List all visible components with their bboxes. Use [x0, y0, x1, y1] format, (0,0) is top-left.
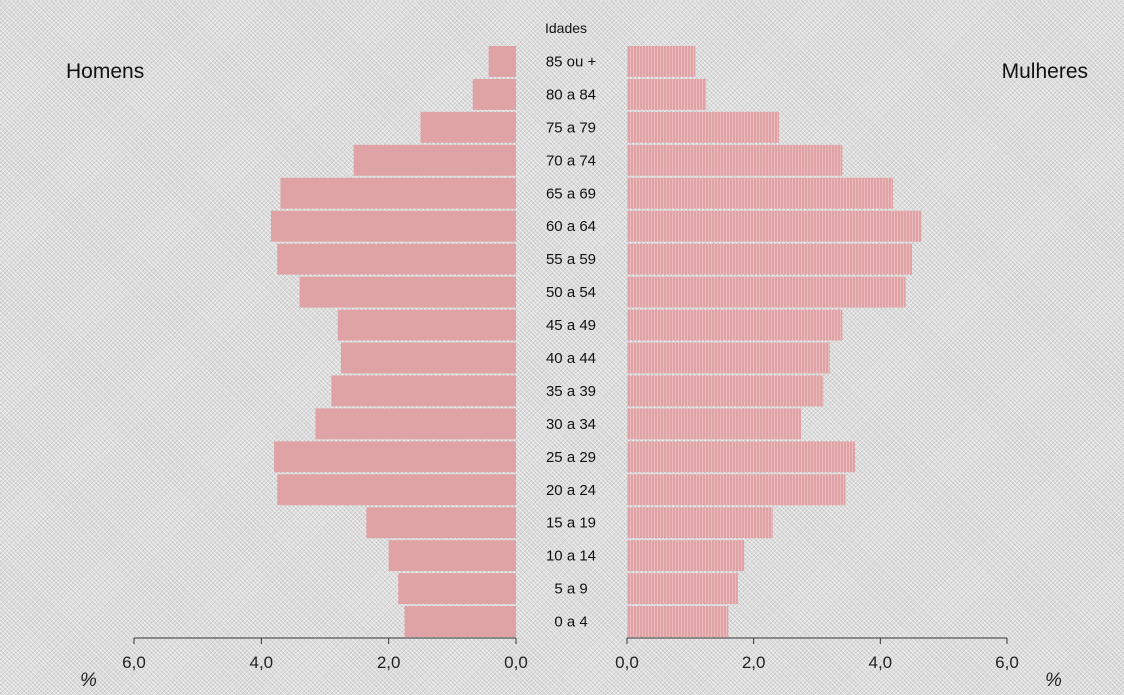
x-tick-label-right: 6,0	[995, 653, 1019, 672]
age-label: 35 a 39	[546, 383, 596, 400]
series-label-homens: Homens	[66, 60, 145, 83]
bar-mulheres-50-a-54	[627, 276, 906, 308]
age-label: 30 a 34	[546, 416, 596, 433]
bar-mulheres-20-a-24	[627, 474, 846, 506]
age-label: 50 a 54	[546, 284, 596, 301]
bar-homens-60-a-64	[270, 210, 516, 242]
bar-mulheres-25-a-29	[627, 441, 855, 473]
unit-label-right: %	[1045, 670, 1062, 691]
bar-homens-15-a-19	[366, 507, 516, 539]
bar-mulheres-70-a-74	[627, 144, 843, 176]
series-label-mulheres: Mulheres	[1001, 60, 1088, 83]
age-label: 80 a 84	[546, 86, 596, 103]
bar-homens-5-a-9	[398, 573, 516, 605]
bar-homens-70-a-74	[353, 144, 516, 176]
age-label: 45 a 49	[546, 317, 596, 334]
bar-mulheres-75-a-79	[627, 111, 779, 143]
age-label: 40 a 44	[546, 350, 596, 367]
bar-homens-85-ou-+	[488, 46, 516, 77]
x-tick-label-right: 2,0	[742, 653, 766, 672]
bar-homens-45-a-49	[337, 309, 516, 341]
bar-homens-40-a-44	[340, 342, 516, 374]
age-label: 55 a 59	[546, 251, 596, 268]
bar-homens-50-a-54	[299, 276, 516, 308]
bar-mulheres-80-a-84	[627, 78, 707, 110]
bar-homens-10-a-14	[388, 540, 516, 572]
bar-homens-20-a-24	[277, 474, 516, 506]
age-label: 85 ou +	[546, 53, 597, 70]
bar-homens-75-a-79	[420, 111, 516, 143]
age-label: 70 a 74	[546, 152, 596, 169]
bars-mulheres	[627, 46, 922, 637]
bar-mulheres-65-a-69	[627, 177, 893, 209]
age-labels: 0 a 4 5 a 9 10 a 14 15 a 19 20 a 24 25 a 29 30…	[546, 53, 597, 630]
x-tick-label-right: 0,0	[615, 653, 639, 672]
bar-mulheres-60-a-64	[627, 210, 922, 242]
bar-mulheres-0-a-4	[627, 606, 729, 637]
age-label: 20 a 24	[546, 482, 596, 499]
bar-homens-0-a-4	[404, 606, 516, 637]
age-label: 60 a 64	[546, 218, 596, 235]
bars-homens	[270, 46, 516, 637]
bar-homens-30-a-34	[315, 408, 516, 440]
bar-homens-55-a-59	[277, 243, 516, 275]
bar-homens-80-a-84	[472, 78, 516, 110]
age-label: 65 a 69	[546, 185, 596, 202]
x-tick-label-left: 0,0	[504, 653, 528, 672]
bar-mulheres-10-a-14	[627, 540, 745, 572]
bar-mulheres-45-a-49	[627, 309, 843, 341]
age-label: 10 a 14	[546, 548, 596, 565]
age-label: 25 a 29	[546, 449, 596, 466]
x-tick-label-left: 2,0	[377, 653, 401, 672]
bar-mulheres-30-a-34	[627, 408, 802, 440]
bar-homens-25-a-29	[274, 441, 516, 473]
bar-mulheres-35-a-39	[627, 375, 824, 407]
age-label: 5 a 9	[554, 581, 587, 598]
bar-homens-65-a-69	[280, 177, 516, 209]
age-axis-title: Idades	[545, 20, 588, 36]
unit-label-left: %	[80, 670, 97, 691]
x-tick-label-left: 6,0	[122, 653, 146, 672]
x-axes: 0,0 0,0 2,0 2,0 4,0 4,0 6,0 6,0	[122, 637, 1019, 672]
bar-mulheres-15-a-19	[627, 507, 773, 539]
age-label: 15 a 19	[546, 515, 596, 532]
age-label: 75 a 79	[546, 119, 596, 136]
bar-mulheres-40-a-44	[627, 342, 830, 374]
bar-homens-35-a-39	[331, 375, 516, 407]
age-label: 0 a 4	[554, 614, 587, 631]
x-tick-label-left: 4,0	[250, 653, 274, 672]
x-tick-label-right: 4,0	[869, 653, 893, 672]
bar-mulheres-5-a-9	[627, 573, 738, 605]
bar-mulheres-85-ou-+	[627, 46, 696, 77]
bar-mulheres-55-a-59	[627, 243, 912, 275]
